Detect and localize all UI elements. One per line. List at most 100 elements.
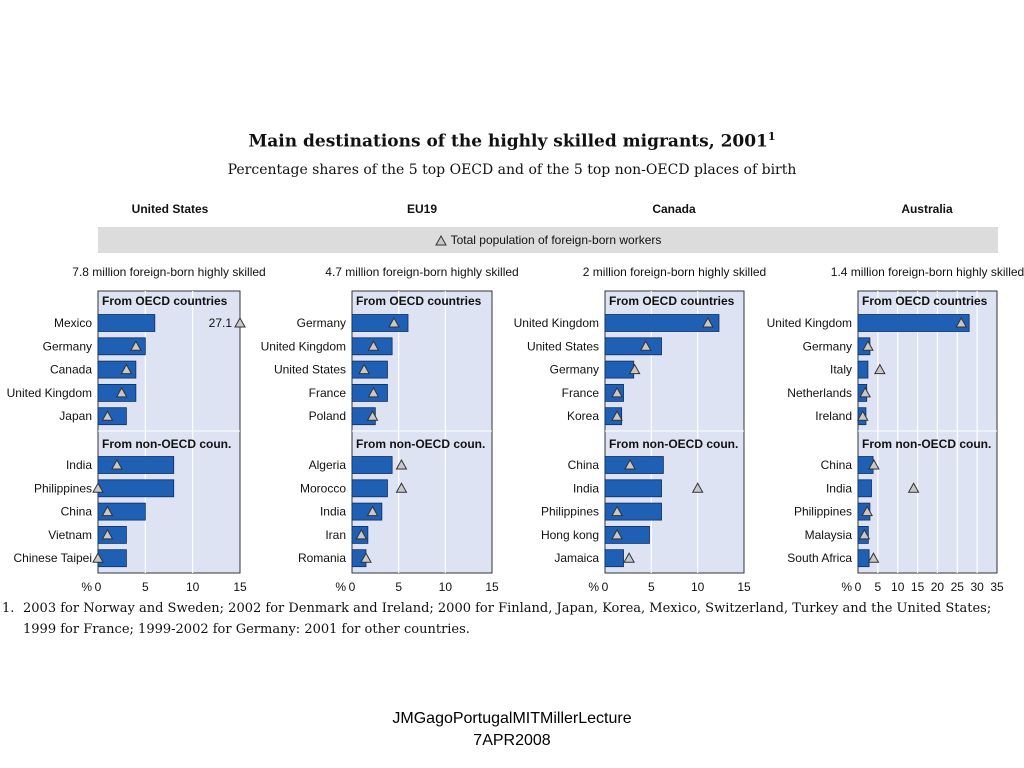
category-label: India	[320, 505, 346, 519]
total-population-marker	[111, 458, 123, 470]
total-population-marker	[130, 340, 142, 351]
annotation-label: 27.1	[209, 316, 233, 330]
category-label: Germany	[803, 339, 852, 353]
category-label: United Kingdom	[514, 316, 599, 330]
total-population-marker	[360, 552, 372, 563]
category-label: United Kingdom	[7, 386, 92, 400]
category-label: Ireland	[815, 409, 852, 423]
panel-title: Australia	[901, 202, 953, 216]
total-population-marker	[691, 482, 704, 493]
group-label: From OECD countries	[356, 294, 482, 308]
bar	[604, 360, 635, 379]
total-population-marker	[858, 528, 871, 540]
category-label: Germany	[550, 363, 599, 377]
total-population-marker	[367, 340, 380, 351]
total-population-marker	[395, 458, 408, 470]
bar	[857, 479, 872, 498]
chart-title: Main destinations of the highly skilled …	[0, 130, 1024, 152]
category-label: China	[61, 505, 93, 519]
panel-subtitle: 2 million foreign-born highly skilled	[583, 265, 766, 279]
total-population-marker	[388, 316, 400, 328]
total-population-marker	[234, 316, 246, 328]
bar	[97, 314, 156, 332]
tick-label: 0	[349, 580, 356, 594]
total-population-marker	[115, 386, 128, 398]
total-population-marker	[907, 482, 920, 493]
total-population-marker	[867, 552, 880, 563]
tick-label: 20	[931, 580, 945, 594]
category-label: Netherlands	[787, 386, 852, 400]
category-label: Philippines	[794, 505, 852, 519]
bar	[97, 525, 127, 544]
category-label: Hong kong	[541, 528, 599, 542]
total-population-marker	[624, 458, 636, 470]
total-population-marker	[611, 505, 623, 517]
category-label: Malaysia	[805, 528, 853, 542]
bar	[351, 314, 409, 332]
category-label: China	[821, 458, 853, 472]
group-label: From OECD countries	[862, 294, 988, 308]
total-population-marker	[955, 316, 968, 328]
bar	[604, 456, 664, 474]
total-population-marker	[639, 340, 652, 351]
bar	[604, 479, 662, 498]
total-population-marker	[366, 505, 379, 517]
category-label: Algeria	[309, 458, 347, 472]
tick-label: 15	[485, 580, 499, 594]
total-population-marker	[611, 386, 623, 398]
tick-label: 5	[395, 580, 402, 594]
credit-line-1: JMGagoPortugalMITMillerLecture	[392, 710, 632, 727]
chart-subtitle: Percentage shares of the 5 top OECD and …	[227, 162, 797, 178]
category-label: United Kingdom	[767, 316, 852, 330]
category-label: Canada	[50, 363, 92, 377]
panel-subtitle: 1.4 million foreign-born highly skilled	[831, 265, 1024, 279]
panel-subtitle: 4.7 million foreign-born highly skilled	[325, 265, 518, 279]
credit-line-2: 7APR2008	[473, 732, 551, 749]
total-population-marker	[92, 552, 104, 563]
category-label: United States	[527, 339, 599, 353]
axis-unit-label: %	[81, 580, 92, 594]
category-label: India	[826, 481, 852, 495]
category-label: France	[562, 386, 600, 400]
tick-label: 0	[602, 580, 609, 594]
bar	[604, 502, 662, 521]
total-population-marker	[856, 410, 869, 421]
total-population-marker	[611, 528, 623, 540]
footnote-text: 2003 for Norway and Sweden; 2002 for Den…	[23, 601, 992, 637]
tick-label: 5	[875, 580, 882, 594]
total-population-marker	[120, 363, 133, 375]
category-label: Vietnam	[48, 528, 92, 542]
legend: Total population of foreign-born workers	[98, 227, 998, 253]
category-label: Japan	[59, 409, 92, 423]
panel-title: Canada	[652, 202, 696, 216]
category-label: Italy	[830, 363, 852, 377]
group-label: From OECD countries	[609, 294, 735, 308]
bar	[604, 314, 720, 332]
tick-label: 5	[648, 580, 655, 594]
category-label: Romania	[298, 551, 346, 565]
legend-label: Total population of foreign-born workers	[450, 233, 662, 247]
credit: JMGagoPortugalMITMillerLecture 7APR2008	[0, 708, 1024, 752]
chart-title-text: Main destinations of the highly skilled …	[248, 131, 768, 152]
bar	[97, 456, 175, 474]
category-label: Germany	[297, 316, 346, 330]
total-population-marker	[628, 363, 641, 375]
tick-label: 10	[186, 580, 200, 594]
total-population-marker	[861, 505, 873, 517]
bar	[604, 549, 624, 568]
total-population-marker	[366, 410, 379, 421]
tick-label: 0	[95, 580, 102, 594]
tick-label: 10	[691, 580, 705, 594]
group-label: From non-OECD coun.	[102, 437, 231, 451]
group-label: From non-OECD coun.	[862, 437, 991, 451]
total-population-marker	[355, 528, 368, 540]
category-label: China	[568, 458, 600, 472]
category-label: India	[573, 481, 599, 495]
bar	[351, 502, 383, 521]
total-population-marker	[611, 410, 623, 421]
tick-label: 10	[891, 580, 905, 594]
bar	[97, 407, 127, 426]
panel-title: United States	[132, 202, 209, 216]
total-population-marker	[623, 552, 635, 563]
category-label: Germany	[43, 339, 92, 353]
